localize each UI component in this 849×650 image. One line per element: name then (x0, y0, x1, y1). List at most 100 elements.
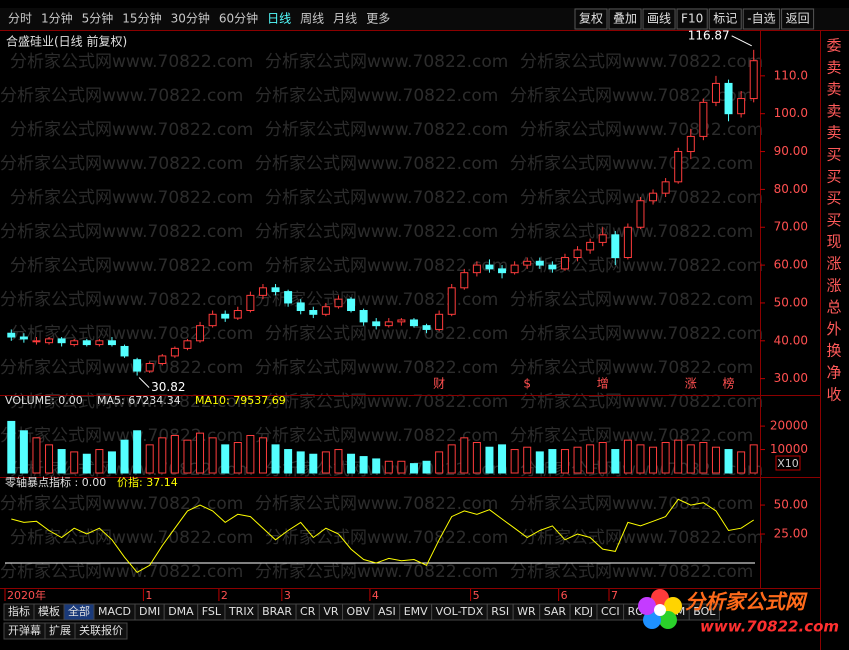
toolbar-button[interactable]: 复权 (579, 12, 603, 26)
candle-body (208, 313, 217, 327)
watermark: 分析家公式网www.70822.com (520, 188, 763, 208)
candle-body (309, 310, 318, 315)
toolbar-button[interactable]: 更多 (366, 12, 390, 26)
tab[interactable]: OBV (347, 605, 371, 618)
y-tick-label: 80.00 (774, 182, 808, 196)
toolbar-button[interactable]: 分时 (8, 12, 32, 26)
volume-bar (498, 444, 507, 474)
watermark: 分析家公式网www.70822.com (0, 222, 243, 242)
candle-body (7, 332, 16, 338)
volume-bar (183, 439, 192, 474)
toolbar-button[interactable]: 60分钟 (219, 11, 258, 26)
toolbar-button[interactable]: 月线 (333, 12, 357, 26)
watermark: 分析家公式网www.70822.com (0, 154, 243, 174)
watermark: 分析家公式网www.70822.com (0, 290, 243, 310)
watermark: 分析家公式网www.70822.com (265, 52, 508, 72)
candle-body (107, 340, 116, 346)
tab[interactable]: KDJ (574, 605, 593, 618)
candle-body (737, 98, 746, 115)
toolbar-button[interactable]: F10 (681, 12, 703, 26)
watermark: 分析家公式网www.70822.com (520, 52, 763, 72)
candle-body (133, 359, 142, 372)
panel-header: MA10: 79537.69 (195, 394, 286, 407)
logo-icon (638, 589, 682, 629)
button-border (742, 8, 781, 30)
volume-bar (196, 432, 205, 474)
watermark: 分析家公式网www.70822.com (0, 562, 243, 582)
x-tick-label: 2 (221, 589, 228, 602)
volume-bar (233, 442, 242, 474)
y-tick-label: 40.00 (774, 333, 808, 347)
tab[interactable]: 全部 (68, 604, 90, 618)
tab[interactable]: DMI (139, 605, 160, 618)
tab[interactable]: WR (517, 605, 536, 618)
toolbar-button[interactable]: 叠加 (613, 12, 637, 26)
volume-bar (649, 446, 658, 474)
candle-body (636, 200, 645, 228)
tab[interactable]: ASI (378, 605, 396, 618)
tab[interactable]: 开弹幕 (8, 623, 41, 637)
tab[interactable]: VOL-TDX (436, 605, 484, 618)
x-tick-label: 4 (372, 589, 379, 602)
tab[interactable]: BRAR (262, 605, 292, 618)
candle-body (535, 260, 544, 266)
tab-border (74, 622, 128, 640)
toolbar-bg (0, 8, 849, 30)
toolbar-button[interactable]: 15分钟 (122, 11, 161, 26)
tab[interactable]: TRIX (228, 605, 255, 618)
tab[interactable]: MACD (98, 605, 131, 618)
candle-body (711, 82, 720, 103)
tab[interactable]: VR (323, 605, 339, 618)
toolbar-button[interactable]: 标记 (713, 12, 737, 26)
button-border (642, 8, 676, 30)
tab[interactable]: 关联报价 (79, 623, 123, 637)
volume-bar (485, 446, 494, 474)
tab[interactable]: SAR (544, 605, 567, 618)
tab[interactable]: CCI (601, 605, 620, 618)
candle-body (57, 338, 66, 344)
y-tick-label: 50.00 (774, 295, 808, 309)
candle-body (548, 264, 557, 270)
volume-bar (435, 451, 444, 474)
tab[interactable]: BOL (693, 605, 716, 618)
watermark: 分析家公式网www.70822.com (520, 324, 763, 344)
candle-body (233, 310, 242, 319)
toolbar-button[interactable]: 画线 (647, 12, 671, 26)
candle-body (460, 272, 469, 289)
toolbar-button[interactable]: 30分钟 (171, 11, 210, 26)
candle-body (422, 325, 431, 330)
logo-petal (664, 597, 682, 615)
tab[interactable]: CR (300, 605, 316, 618)
tab[interactable]: 模板 (38, 604, 60, 618)
max-arrow (731, 35, 752, 47)
tab[interactable]: 指标 (8, 604, 30, 618)
logo-name: 分析家公式网 (685, 590, 808, 614)
toolbar-button[interactable]: 周线 (300, 12, 324, 26)
volume-bar (711, 446, 720, 474)
watermark: 分析家公式网www.70822.com (10, 120, 253, 140)
logo-center (654, 604, 666, 616)
tab[interactable]: 扩展 (49, 623, 71, 637)
candle-body (45, 338, 54, 344)
toolbar-button[interactable]: 1分钟 (41, 11, 73, 26)
tab[interactable]: RSI (491, 605, 509, 618)
toolbar-button[interactable]: 5分钟 (82, 11, 114, 26)
logo-petal (643, 611, 661, 629)
toolbar-button[interactable]: 日线 (267, 12, 291, 26)
y-tick-label: 110.0 (774, 68, 808, 82)
tab[interactable]: FSL (202, 605, 222, 618)
x-tick-label: 6 (561, 589, 568, 602)
watermark: 分析家公式网www.70822.com (0, 358, 243, 378)
toolbar-button[interactable]: 返回 (786, 12, 810, 26)
tab[interactable]: EMV (404, 605, 428, 618)
event-label: 榜 (723, 376, 735, 391)
candle-body (397, 319, 406, 323)
tab[interactable]: DMA (168, 605, 194, 618)
watermark: 分析家公式网www.70822.com (265, 528, 508, 548)
volume-bar (422, 460, 431, 474)
volume-bar (258, 437, 267, 474)
panel-header: 价指: 37.14 (117, 475, 178, 489)
volume-bar (70, 451, 79, 474)
candle-body (447, 287, 456, 315)
toolbar-button[interactable]: -自选 (747, 12, 775, 26)
